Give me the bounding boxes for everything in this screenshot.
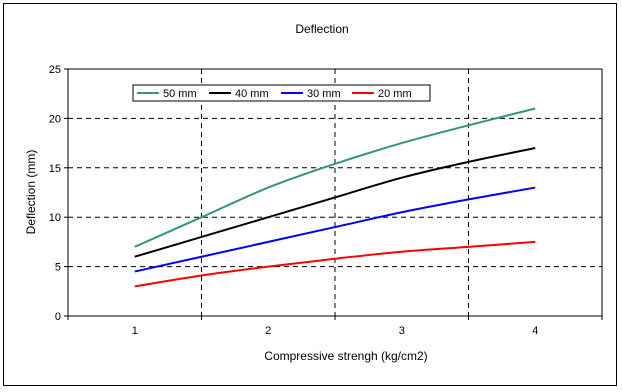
y-tick-label: 20 <box>49 113 61 125</box>
y-tick-label: 5 <box>55 262 61 274</box>
series-lines <box>134 107 536 288</box>
legend-label: 50 mm <box>163 88 197 100</box>
axis-ticks: 0 5 10 15 20 25 1 2 3 4 <box>49 64 603 337</box>
y-tick-label: 15 <box>49 163 61 175</box>
legend-label: 20 mm <box>378 88 412 100</box>
x-tick-label: 2 <box>265 325 271 337</box>
x-tick-label: 3 <box>399 325 405 337</box>
grid <box>68 69 602 316</box>
x-tick-label: 1 <box>132 325 138 337</box>
y-tick-label: 0 <box>55 311 61 323</box>
x-axis-title: Compressive strengh (kg/cm2) <box>264 349 427 363</box>
series-line-20-mm <box>134 240 536 288</box>
series-line-30-mm <box>134 186 536 273</box>
legend-label: 30 mm <box>307 88 341 100</box>
chart-frame <box>3 3 617 386</box>
series-line-50-mm <box>134 107 536 248</box>
x-tick-label: 4 <box>532 325 538 337</box>
y-tick-label: 10 <box>49 212 61 224</box>
legend: 50 mm 40 mm 30 mm 20 mm <box>132 84 431 102</box>
legend-label: 40 mm <box>235 88 269 100</box>
y-tick-label: 25 <box>49 64 61 76</box>
chart-title: Deflection <box>295 22 348 36</box>
y-axis-title: Deflection (mm) <box>24 150 38 235</box>
series-line-40-mm <box>134 147 536 258</box>
